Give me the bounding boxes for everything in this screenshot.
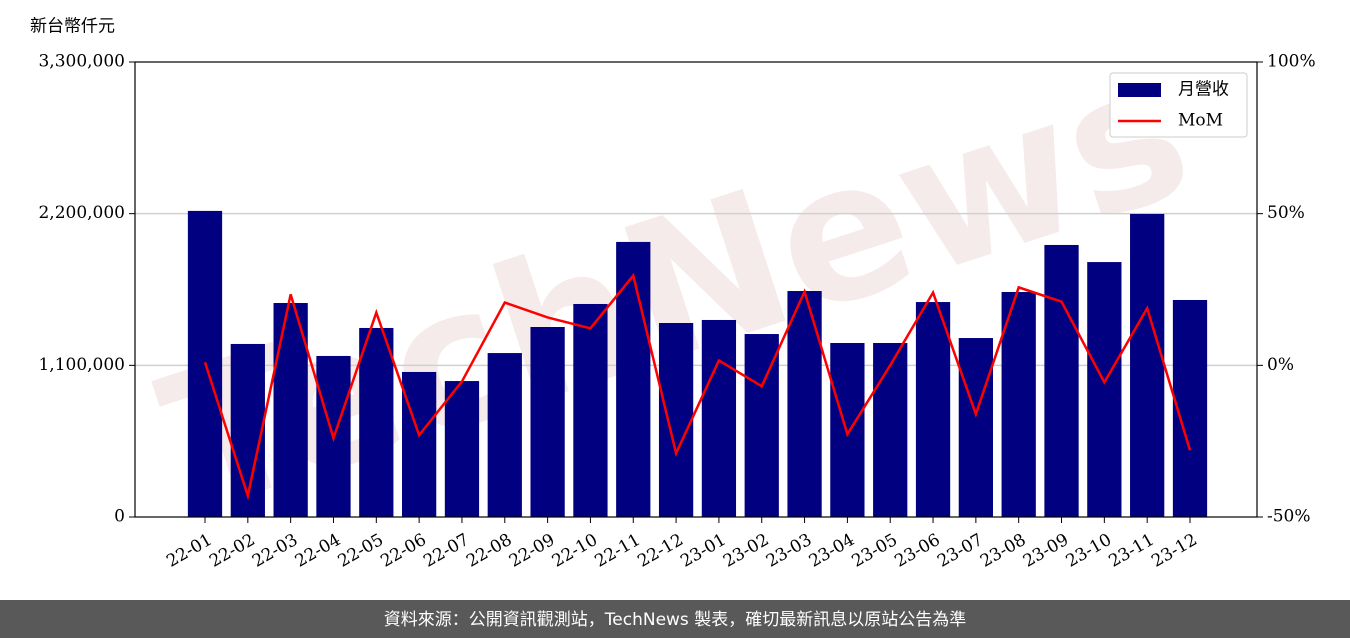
- x-tick-label: 22-08: [463, 530, 515, 572]
- x-tick-label: 23-10: [1063, 530, 1115, 572]
- bar: [1087, 262, 1122, 517]
- bar: [444, 381, 480, 517]
- y-tick-label: 3,300,000: [38, 52, 125, 72]
- x-tick-label: 23-07: [934, 530, 986, 572]
- y2-tick-label: -50%: [1267, 507, 1311, 527]
- legend-swatch: [1118, 83, 1161, 97]
- x-tick-label: 22-12: [634, 530, 686, 572]
- x-tick-label: 22-11: [592, 530, 644, 572]
- legend: 月營收 MoM: [1109, 72, 1248, 138]
- footer: 資料來源：公開資訊觀測站，TechNews 製表，確切最新訊息以原站公告為準: [384, 610, 966, 630]
- x-tick-label: 23-04: [806, 530, 858, 572]
- x-tick-label: 23-09: [1020, 530, 1072, 572]
- plot-frame: [134, 61, 1258, 518]
- bar: [402, 371, 437, 517]
- x-tick-label: 22-06: [377, 530, 429, 572]
- bar: [658, 323, 694, 517]
- x-tick-label: 23-12: [1148, 530, 1200, 572]
- bar: [359, 327, 394, 517]
- y-tick-label: 1,100,000: [38, 355, 125, 375]
- legend-label: MoM: [1178, 111, 1223, 131]
- y2-tick-label: 0%: [1267, 355, 1294, 375]
- x-tick-label: 23-08: [977, 530, 1029, 572]
- bar: [1130, 213, 1165, 517]
- x-tick-label: 22-01: [163, 530, 215, 572]
- y-axis-label: 新台幣仟元: [30, 17, 115, 37]
- bar: [915, 302, 951, 517]
- bar: [787, 291, 822, 517]
- bar: [230, 343, 265, 517]
- bar: [1001, 291, 1036, 517]
- x-tick-label: 23-03: [763, 530, 815, 572]
- x-tick-label: 23-11: [1105, 530, 1157, 572]
- bar: [616, 241, 651, 517]
- x-tick-label: 23-06: [891, 530, 943, 572]
- bar: [573, 303, 608, 517]
- bar: [958, 338, 993, 517]
- x-tick-label: 22-09: [506, 530, 558, 572]
- y-tick-label: 0: [114, 507, 125, 527]
- bar: [530, 327, 565, 517]
- x-tick-label: 22-10: [549, 530, 601, 572]
- bar: [701, 319, 737, 517]
- bar: [1044, 244, 1079, 517]
- y-tick-label: 2,200,000: [38, 203, 125, 223]
- bar: [744, 334, 779, 517]
- x-tick-label: 22-07: [420, 530, 472, 572]
- footer-bar: [0, 600, 1350, 638]
- y2-tick-label: 100%: [1267, 52, 1316, 72]
- x-tick-label: 22-05: [335, 530, 387, 572]
- x-tick-label: 23-05: [849, 530, 901, 572]
- x-tick-label: 22-04: [292, 530, 344, 572]
- x-tick-label: 23-02: [720, 530, 772, 572]
- legend-label: 月營收: [1178, 80, 1229, 100]
- bar: [273, 303, 308, 517]
- bar: [873, 342, 908, 517]
- bar: [487, 353, 522, 517]
- y2-tick-label: 50%: [1267, 203, 1305, 223]
- x-tick-label: 23-01: [677, 530, 729, 572]
- line: [203, 272, 1192, 501]
